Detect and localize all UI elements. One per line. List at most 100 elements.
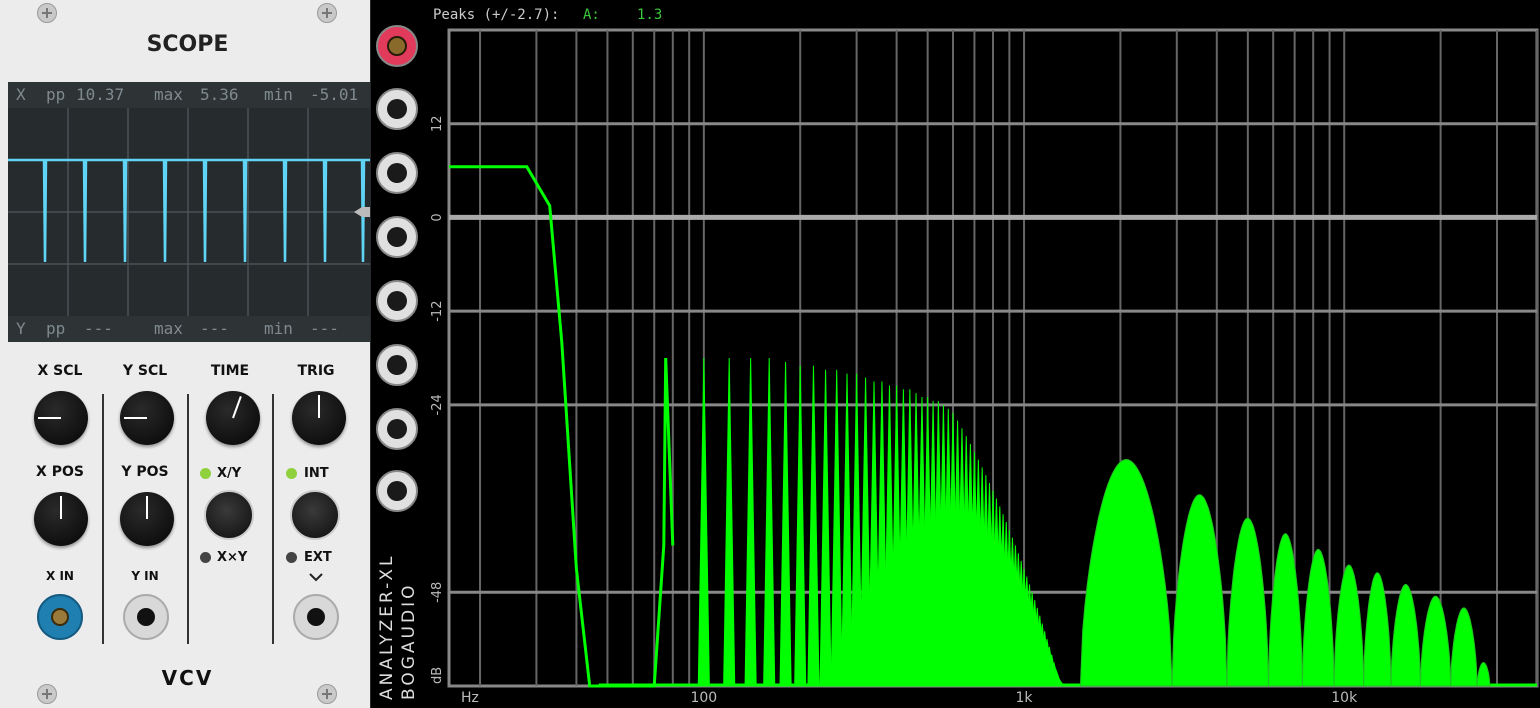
spectrum-lobe <box>1079 458 1173 687</box>
spectrum-lobe <box>1419 595 1452 687</box>
int-trigger-label: INT <box>304 466 329 481</box>
y-in-label: Y IN <box>131 569 159 583</box>
harmonic-peak <box>723 357 736 687</box>
y-axis-label: dB <box>430 667 445 684</box>
x-position-knob[interactable] <box>34 492 88 546</box>
harmonic-peak <box>744 357 757 687</box>
harmonic-peak <box>819 369 832 687</box>
input-jack[interactable] <box>376 344 418 386</box>
int-trigger-led <box>286 468 297 479</box>
y-channel-label: Y <box>16 319 26 338</box>
y-pos-label: Y POS <box>121 464 169 480</box>
xy-mode-button[interactable] <box>204 490 254 540</box>
y-input-jack[interactable] <box>123 594 169 640</box>
x-axis-label: Hz <box>461 690 479 706</box>
peak-value: 1.3 <box>637 7 663 23</box>
x-scl-label: X SCL <box>37 363 83 379</box>
y-pp-value: --- <box>84 319 113 338</box>
trigger-knob[interactable] <box>292 391 346 445</box>
x-tick-label: 100 <box>690 690 717 706</box>
xy-mode-label: X/Y <box>217 466 242 481</box>
y-tick-label: 0 <box>430 213 445 221</box>
spectrum-lobe <box>1268 533 1303 687</box>
y-scale-knob[interactable] <box>120 391 174 445</box>
harmonic-peak <box>794 365 807 687</box>
input-jack[interactable] <box>376 88 418 130</box>
peaks-label: Peaks (+/-2.7): <box>433 7 560 23</box>
y-min-label: min <box>264 319 293 338</box>
x-readout: X pp 10.37 max 5.36 min -5.01 <box>8 82 370 108</box>
ext-trigger-led <box>286 552 297 563</box>
x-min-label: min <box>264 85 293 104</box>
y-position-knob[interactable] <box>120 492 174 546</box>
y-max-value: --- <box>200 319 229 338</box>
harmonic-peak <box>763 357 776 687</box>
screw-icon <box>317 3 337 23</box>
y-tick-label: 12 <box>430 115 445 132</box>
xxy-mode-label: X×Y <box>217 550 248 565</box>
x-max-label: max <box>154 85 183 104</box>
spectrum-lobe <box>1333 564 1365 687</box>
spectrum-lobe <box>1476 662 1491 687</box>
spectrum-plot: 12 0 -12 -24 -48 dB 100 1k 10k Hz <box>430 28 1539 706</box>
y-scl-label: Y SCL <box>122 363 168 379</box>
x-tick-label: 1k <box>1016 690 1034 706</box>
spectrum-lobe <box>1301 548 1335 687</box>
input-jack[interactable] <box>376 152 418 194</box>
x-in-label: X IN <box>46 569 74 583</box>
x-max-value: 5.36 <box>200 85 239 104</box>
spectrum-lobe <box>1390 583 1421 687</box>
x-min-value: -5.01 <box>310 85 359 104</box>
harmonic-peak <box>807 365 820 687</box>
x-pp-label: pp <box>46 85 66 104</box>
screw-icon <box>37 3 57 23</box>
x-scale-knob[interactable] <box>34 391 88 445</box>
y-pp-label: pp <box>46 319 66 338</box>
screw-icon <box>37 684 57 704</box>
harmonic-peak <box>697 357 710 687</box>
harmonic-peak <box>840 373 854 687</box>
time-knob[interactable] <box>206 391 260 445</box>
spectrum-lobe <box>1226 517 1270 687</box>
scope-display <box>8 108 370 316</box>
y-readout: Y pp --- max --- min --- <box>8 316 370 342</box>
spectrum-lobe <box>1363 572 1392 687</box>
scope-module: SCOPE X pp 10.37 max 5.36 min -5.01 Y pp… <box>0 0 370 708</box>
trigger-source-button[interactable] <box>290 490 340 540</box>
divider <box>102 394 104 644</box>
analyzer-module: ANALYZER-XL BOGAUDIO Peaks (+/-2.7): A: … <box>371 0 1540 708</box>
module-title: SCOPE <box>146 32 229 57</box>
scope-trace <box>8 108 370 316</box>
ext-trigger-label: EXT <box>304 550 332 565</box>
peak-channel-label: A: <box>583 7 600 23</box>
y-max-label: max <box>154 319 183 338</box>
xxy-mode-led <box>200 552 211 563</box>
input-jack[interactable] <box>376 470 418 512</box>
input-jack[interactable] <box>376 280 418 322</box>
divider <box>187 394 189 644</box>
input-jack[interactable] <box>376 408 418 450</box>
harmonic-peak <box>779 361 792 687</box>
signal-output-jack[interactable] <box>376 25 418 67</box>
y-tick-label: -48 <box>430 582 445 603</box>
trig-label: TRIG <box>297 363 335 379</box>
xy-mode-led <box>200 468 211 479</box>
spectrum-low-curve <box>449 165 675 688</box>
x-pp-value: 10.37 <box>76 85 125 104</box>
x-tick-label: 10k <box>1331 690 1358 706</box>
x-input-jack[interactable] <box>37 594 83 640</box>
y-min-value: --- <box>310 319 339 338</box>
spectrum-lobe <box>1450 607 1478 687</box>
chevron-down-icon <box>309 573 323 582</box>
input-jack[interactable] <box>376 216 418 258</box>
x-channel-label: X <box>16 85 26 104</box>
x-pos-label: X POS <box>36 464 84 480</box>
time-label: TIME <box>210 363 250 379</box>
y-tick-label: -24 <box>430 394 445 415</box>
divider <box>272 394 274 644</box>
trigger-marker-icon[interactable] <box>354 207 370 217</box>
vcv-logo: VCV <box>161 666 214 690</box>
harmonic-peak <box>830 369 843 687</box>
ext-trigger-jack[interactable] <box>293 594 339 640</box>
spectrum-lobe <box>1171 494 1228 687</box>
